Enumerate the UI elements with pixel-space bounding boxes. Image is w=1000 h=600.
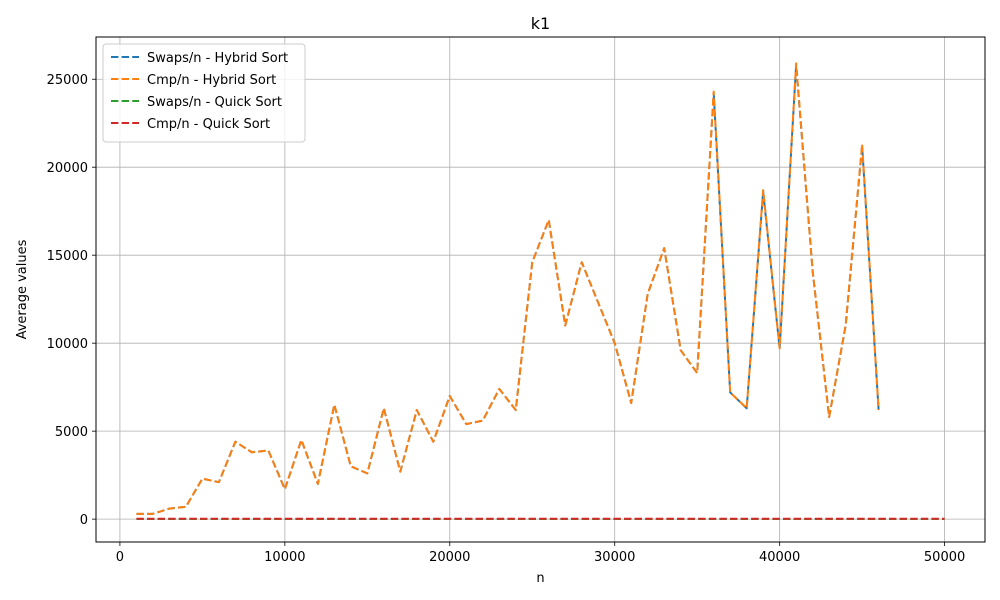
legend-box — [102, 43, 306, 143]
y-tick-label: 15000 — [47, 249, 88, 264]
series-layer — [136, 62, 945, 520]
series-line-2 — [136, 62, 880, 515]
y-axis-label: Average values — [15, 239, 30, 339]
x-axis-label: n — [536, 571, 544, 586]
y-tick-label: 0 — [80, 513, 88, 528]
x-tick-label: 50000 — [924, 550, 965, 565]
x-tick-label: 40000 — [759, 550, 800, 565]
x-tick-label: 0 — [116, 550, 124, 565]
ticks: 0 10000 20000 30000 40000 50000 0 5000 10000 1500… — [47, 73, 966, 565]
chart-title: k1 — [531, 14, 550, 33]
legend-label-2: Cmp/n - Hybrid Sort — [147, 73, 276, 88]
legend-label-1: Swaps/n - Hybrid Sort — [147, 51, 288, 66]
x-tick-label: 10000 — [264, 550, 305, 565]
legend-label-3: Swaps/n - Quick Sort — [147, 95, 282, 110]
x-tick-label: 20000 — [429, 550, 470, 565]
y-tick-label: 5000 — [55, 425, 88, 440]
y-tick-label: 25000 — [47, 73, 88, 88]
legend: Swaps/n - Hybrid Sort Cmp/n - Hybrid Sort… — [102, 43, 306, 143]
x-tick-label: 30000 — [594, 550, 635, 565]
plot-frame — [95, 36, 986, 543]
y-tick-label: 20000 — [47, 161, 88, 176]
y-tick-label: 10000 — [47, 337, 88, 352]
legend-label-4: Cmp/n - Quick Sort — [147, 117, 270, 132]
